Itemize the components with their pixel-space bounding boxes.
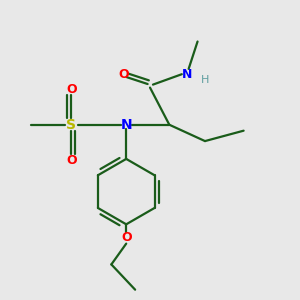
Text: O: O [66, 154, 76, 167]
Text: O: O [66, 82, 76, 96]
Text: N: N [120, 118, 132, 132]
Text: N: N [182, 68, 192, 81]
Text: O: O [121, 231, 131, 244]
Text: O: O [118, 68, 129, 81]
Text: S: S [66, 118, 76, 132]
Text: H: H [201, 75, 209, 85]
